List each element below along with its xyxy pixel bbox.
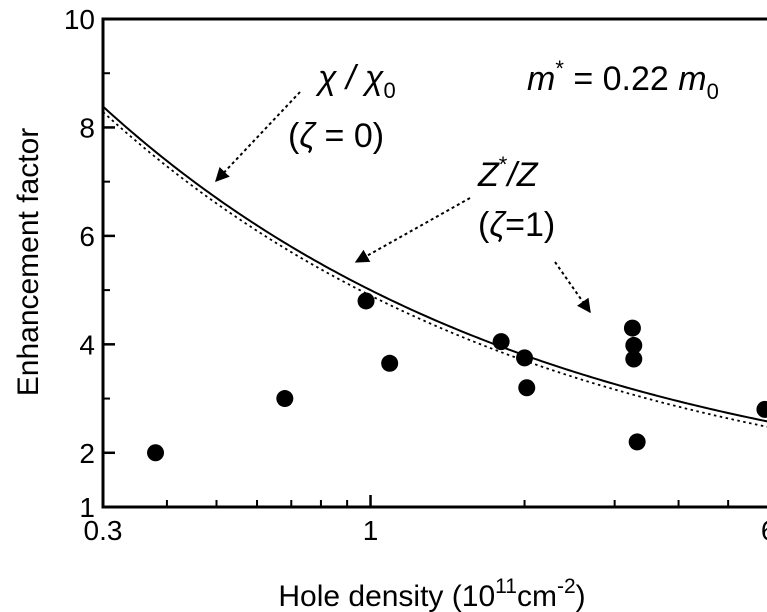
- x-tick-label: 0.3: [84, 515, 123, 546]
- y-tick-label: 10: [64, 4, 95, 35]
- data-point: [516, 349, 534, 367]
- y-tick-label: 2: [79, 438, 95, 469]
- data-point: [623, 319, 641, 337]
- data-point: [492, 333, 510, 351]
- x-axis-title: Hole density (1011cm-2): [278, 575, 585, 612]
- data-point: [625, 336, 643, 354]
- plot-frame: [101, 17, 767, 509]
- mass-annotation: m* = 0.22 m0: [527, 56, 719, 104]
- zeta0-annotation: (ζ = 0): [288, 117, 384, 155]
- z-ratio-arrow: [354, 197, 471, 263]
- y-tick-label: 6: [79, 221, 95, 252]
- zeta1-arrow: [554, 261, 591, 314]
- y-tick-label: 4: [79, 329, 95, 360]
- data-point: [147, 444, 165, 462]
- chi-ratio-curve: [103, 111, 767, 428]
- data-point: [518, 379, 536, 397]
- y-tick-label: 1: [79, 492, 95, 523]
- data-point: [381, 354, 399, 372]
- chi-annotation: χ / χ0: [315, 59, 396, 103]
- data-point: [628, 433, 646, 451]
- z-ratio-curve: [103, 105, 767, 423]
- y-tick-label: 8: [79, 112, 95, 143]
- data-points: [147, 292, 767, 462]
- zeta1-annotation: (ζ=1): [478, 206, 555, 244]
- x-tick-label: 6: [761, 515, 767, 546]
- x-tick-label: 1: [363, 515, 379, 546]
- data-point: [756, 400, 767, 418]
- data-point: [625, 350, 643, 368]
- data-point: [276, 390, 294, 408]
- axis-ticks: [101, 17, 730, 509]
- y-axis-title: Enhancement factor: [12, 128, 45, 397]
- chi-arrow: [215, 91, 301, 183]
- z-ratio-annotation: Z*/Z: [477, 152, 539, 194]
- data-point: [357, 292, 375, 310]
